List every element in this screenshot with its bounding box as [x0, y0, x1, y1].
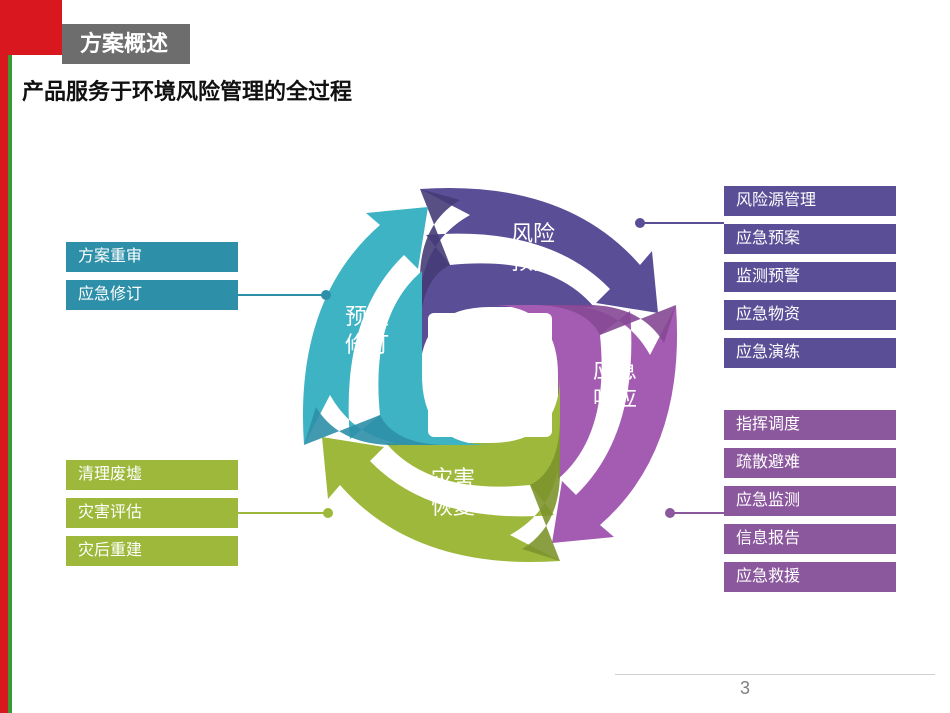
cycle-center — [428, 313, 552, 437]
connector-dot — [323, 508, 333, 518]
list-item: 疏散避难 — [724, 448, 896, 478]
left-red-bar — [0, 0, 8, 713]
section-title: 方案概述 — [62, 24, 190, 64]
slide: { "colors": { "red": "#d9171e", "green":… — [0, 0, 950, 713]
list-item: 灾害评估 — [66, 498, 238, 528]
cycle-svg — [300, 185, 680, 565]
connector-line — [238, 294, 326, 296]
connector-dot — [321, 290, 331, 300]
left-green-bar — [8, 0, 12, 713]
list-item: 指挥调度 — [724, 410, 896, 440]
list-item: 监测预警 — [724, 262, 896, 292]
list-item: 应急修订 — [66, 280, 238, 310]
list-item: 应急物资 — [724, 300, 896, 330]
header-corner-block — [0, 0, 62, 55]
list-item: 风险源管理 — [724, 186, 896, 216]
connector-dot — [665, 508, 675, 518]
connector-line — [670, 512, 724, 514]
footer-divider — [615, 674, 935, 675]
list-item: 灾后重建 — [66, 536, 238, 566]
list-item: 应急救援 — [724, 562, 896, 592]
list-item: 清理废墟 — [66, 460, 238, 490]
list-item: 方案重审 — [66, 242, 238, 272]
list-item: 应急监测 — [724, 486, 896, 516]
connector-dot — [635, 218, 645, 228]
process-cycle-diagram: 风险预防 应急响应 灾害恢复 预案修订 — [300, 185, 680, 565]
connector-line — [640, 222, 724, 224]
list-item: 应急预案 — [724, 224, 896, 254]
section-subtitle: 产品服务于环境风险管理的全过程 — [22, 74, 352, 106]
list-item: 应急演练 — [724, 338, 896, 368]
list-item: 信息报告 — [724, 524, 896, 554]
connector-line — [238, 512, 328, 514]
page-number: 3 — [740, 678, 750, 699]
